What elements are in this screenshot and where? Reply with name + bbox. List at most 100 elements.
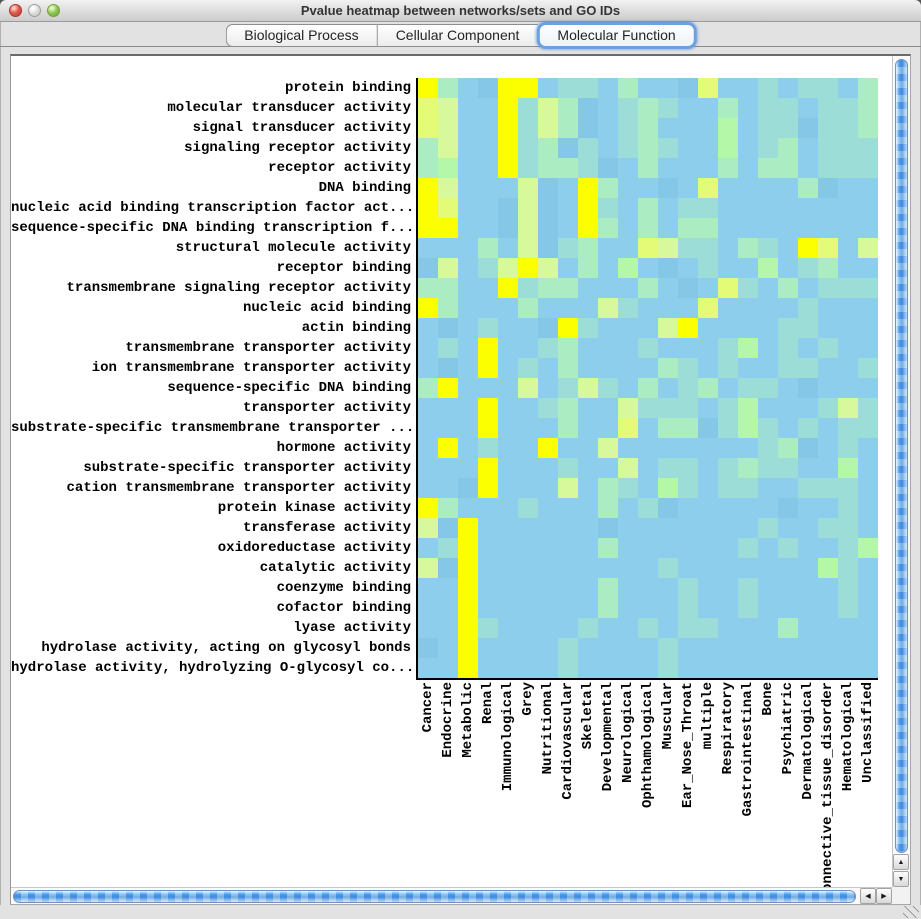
heatmap-cell [838,78,858,98]
heatmap-cell [438,498,458,518]
heatmap-cell [618,458,638,478]
heatmap-cell [618,138,638,158]
heatmap-cell [458,598,478,618]
heatmap-cell [838,338,858,358]
vertical-scrollbar-thumb[interactable] [895,59,908,853]
heatmap-cell [818,478,838,498]
heatmap-cell [618,618,638,638]
heatmap-cell [738,638,758,658]
heatmap-cell [698,538,718,558]
heatmap-cell [578,278,598,298]
heatmap-cell [418,178,438,198]
heatmap-cell [678,478,698,498]
scroll-left-button[interactable]: ◀ [860,888,876,904]
resize-grip[interactable] [903,906,919,918]
heatmap-cell [618,258,638,278]
heatmap-cell [518,438,538,458]
heatmap-cell [558,138,578,158]
heatmap-cell [798,438,818,458]
heatmap-cell [638,578,658,598]
heatmap-cell [698,598,718,618]
row-label: molecular transducer activity [167,100,411,116]
heatmap-cell [838,618,858,638]
heatmap-cell [478,138,498,158]
heatmap-cell [438,298,458,318]
row-label: oxidoreductase activity [217,540,411,556]
heatmap-cell [518,198,538,218]
heatmap-cell [838,638,858,658]
heatmap-cell [838,478,858,498]
heatmap-cell [518,558,538,578]
heatmap-cell [818,198,838,218]
heatmap-cell [478,118,498,138]
heatmap-cell [618,338,638,358]
heatmap-cell [798,498,818,518]
heatmap-cell [478,518,498,538]
heatmap-cell [778,378,798,398]
column-label-text: Ear_Nose_Throat [680,682,696,809]
heatmap-cell [698,278,718,298]
tab-cellular-component[interactable]: Cellular Component [376,24,538,47]
down-arrow-icon: ▼ [897,875,905,883]
heatmap-cell [678,498,698,518]
heatmap-cell [418,118,438,138]
heatmap-cell [698,258,718,278]
heatmap-cell [558,238,578,258]
heatmap-cell [858,78,878,98]
column-label-text: Psychiatric [780,682,796,775]
column-label: multiple [698,682,718,749]
heatmap-cell [518,518,538,538]
heatmap-cell [698,338,718,358]
heatmap-cell [478,558,498,578]
scroll-right-button[interactable]: ▶ [876,888,892,904]
heatmap-cell [518,358,538,378]
horizontal-scrollbar[interactable]: ◀ ▶ [11,887,892,904]
heatmap-cell [698,438,718,458]
heatmap-cell [638,278,658,298]
heatmap-cell [498,558,518,578]
heatmap-cell [738,618,758,638]
heatmap-cell [738,498,758,518]
heatmap-cell [518,298,538,318]
heatmap-cell [498,538,518,558]
heatmap-cell [778,458,798,478]
heatmap-cell [718,458,738,478]
column-label-text: Metabolic [460,682,476,758]
heatmap-cell [778,358,798,378]
scroll-down-button[interactable]: ▼ [893,871,909,887]
heatmap-cell [738,558,758,578]
zoom-button[interactable] [47,4,60,17]
scroll-up-button[interactable]: ▲ [893,854,909,870]
heatmap-cell [798,338,818,358]
column-label: Ear_Nose_Throat [678,682,698,808]
heatmap-cell [538,118,558,138]
heatmap-cell [438,378,458,398]
title-bar[interactable]: Pvalue heatmap between networks/sets and… [0,0,921,22]
heatmap-cell [718,318,738,338]
vertical-scrollbar[interactable]: ▲ ▼ [892,56,910,887]
heatmap-cell [718,538,738,558]
heatmap-cell [638,118,658,138]
heatmap-cell [498,138,518,158]
heatmap-cell [818,398,838,418]
heatmap-cell [838,538,858,558]
horizontal-scrollbar-thumb[interactable] [13,890,856,903]
heatmap-cell [798,618,818,638]
minimize-button[interactable] [28,4,41,17]
heatmap-cell [558,298,578,318]
heatmap-cell [778,578,798,598]
tab-biological-process[interactable]: Biological Process [225,24,377,47]
heatmap-cell [758,398,778,418]
heatmap-cell [658,78,678,98]
heatmap-cell [798,98,818,118]
heatmap-cell [458,218,478,238]
heatmap-cell [818,158,838,178]
close-button[interactable] [9,4,22,17]
heatmap-cell [598,278,618,298]
heatmap-cell [698,478,718,498]
heatmap-cell [658,318,678,338]
heatmap-cell [478,438,498,458]
heatmap-cell [598,238,618,258]
heatmap-cell [558,318,578,338]
tab-molecular-function[interactable]: Molecular Function [536,22,697,49]
